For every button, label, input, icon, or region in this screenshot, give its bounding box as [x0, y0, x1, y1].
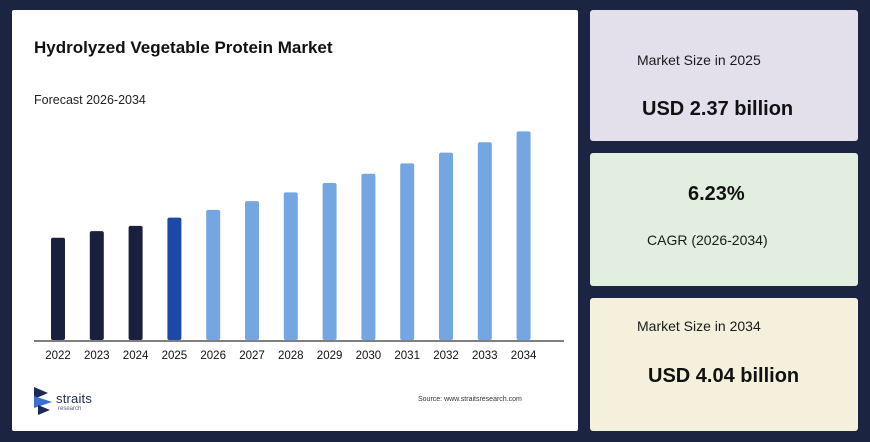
bar-2034: [516, 131, 531, 340]
cagr-label: CAGR (2026-2034): [647, 232, 768, 248]
bar-2028: [283, 192, 298, 340]
x-tick-label-2033: 2033: [472, 350, 498, 362]
bar-2029: [322, 183, 337, 340]
market-size-2025-label: Market Size in 2025: [637, 52, 761, 68]
bar-chart: 2022 2023 2024 2025 2026 2027 2028 2029 2030 2031…: [34, 131, 564, 362]
straits-logo-icon: [34, 387, 52, 415]
bar-2027: [245, 201, 259, 340]
x-tick-label-2027: 2027: [239, 350, 265, 362]
x-tick-label-2025: 2025: [162, 350, 188, 362]
x-tick-label-2023: 2023: [84, 350, 110, 362]
chart-title: Hydrolyzed Vegetable Protein Market: [34, 38, 333, 57]
bar-2026: [206, 209, 221, 340]
bar-2023: [89, 231, 104, 340]
market-size-2034-value: USD 4.04 billion: [648, 365, 800, 387]
logo-name: straits: [56, 391, 93, 406]
bar-2030: [361, 173, 376, 340]
x-tick-label-2031: 2031: [394, 350, 420, 362]
x-tick-label-2034: 2034: [511, 350, 537, 362]
x-tick-label-2030: 2030: [356, 350, 382, 362]
market-size-2034-card: Market Size in 2034 USD 4.04 billion: [590, 298, 858, 431]
bar-2032: [439, 152, 453, 340]
source-text: Source: www.straitsresearch.com: [418, 396, 522, 403]
bar-2022: [51, 237, 65, 340]
cagr-card: 6.23% CAGR (2026-2034): [590, 153, 858, 286]
bar-2025: [167, 217, 182, 340]
chart-panel: Hydrolyzed Vegetable Protein Market Fore…: [12, 10, 578, 431]
bar-2024: [128, 225, 143, 340]
bar-2033: [477, 142, 492, 340]
x-tick-label-2022: 2022: [45, 350, 71, 362]
logo-subtitle: research: [58, 406, 82, 412]
x-tick-label-2024: 2024: [123, 350, 149, 362]
cagr-value: 6.23%: [688, 183, 745, 205]
chart-subtitle: Forecast 2026-2034: [34, 93, 146, 107]
x-tick-label-2029: 2029: [317, 350, 343, 362]
x-tick-label-2028: 2028: [278, 350, 304, 362]
bar-2031: [400, 163, 415, 340]
x-tick-label-2026: 2026: [200, 350, 226, 362]
x-tick-label-2032: 2032: [433, 350, 459, 362]
market-size-2025-card: Market Size in 2025 USD 2.37 billion: [590, 10, 858, 141]
market-size-2034-label: Market Size in 2034: [637, 318, 761, 334]
market-size-2025-value: USD 2.37 billion: [642, 98, 794, 120]
